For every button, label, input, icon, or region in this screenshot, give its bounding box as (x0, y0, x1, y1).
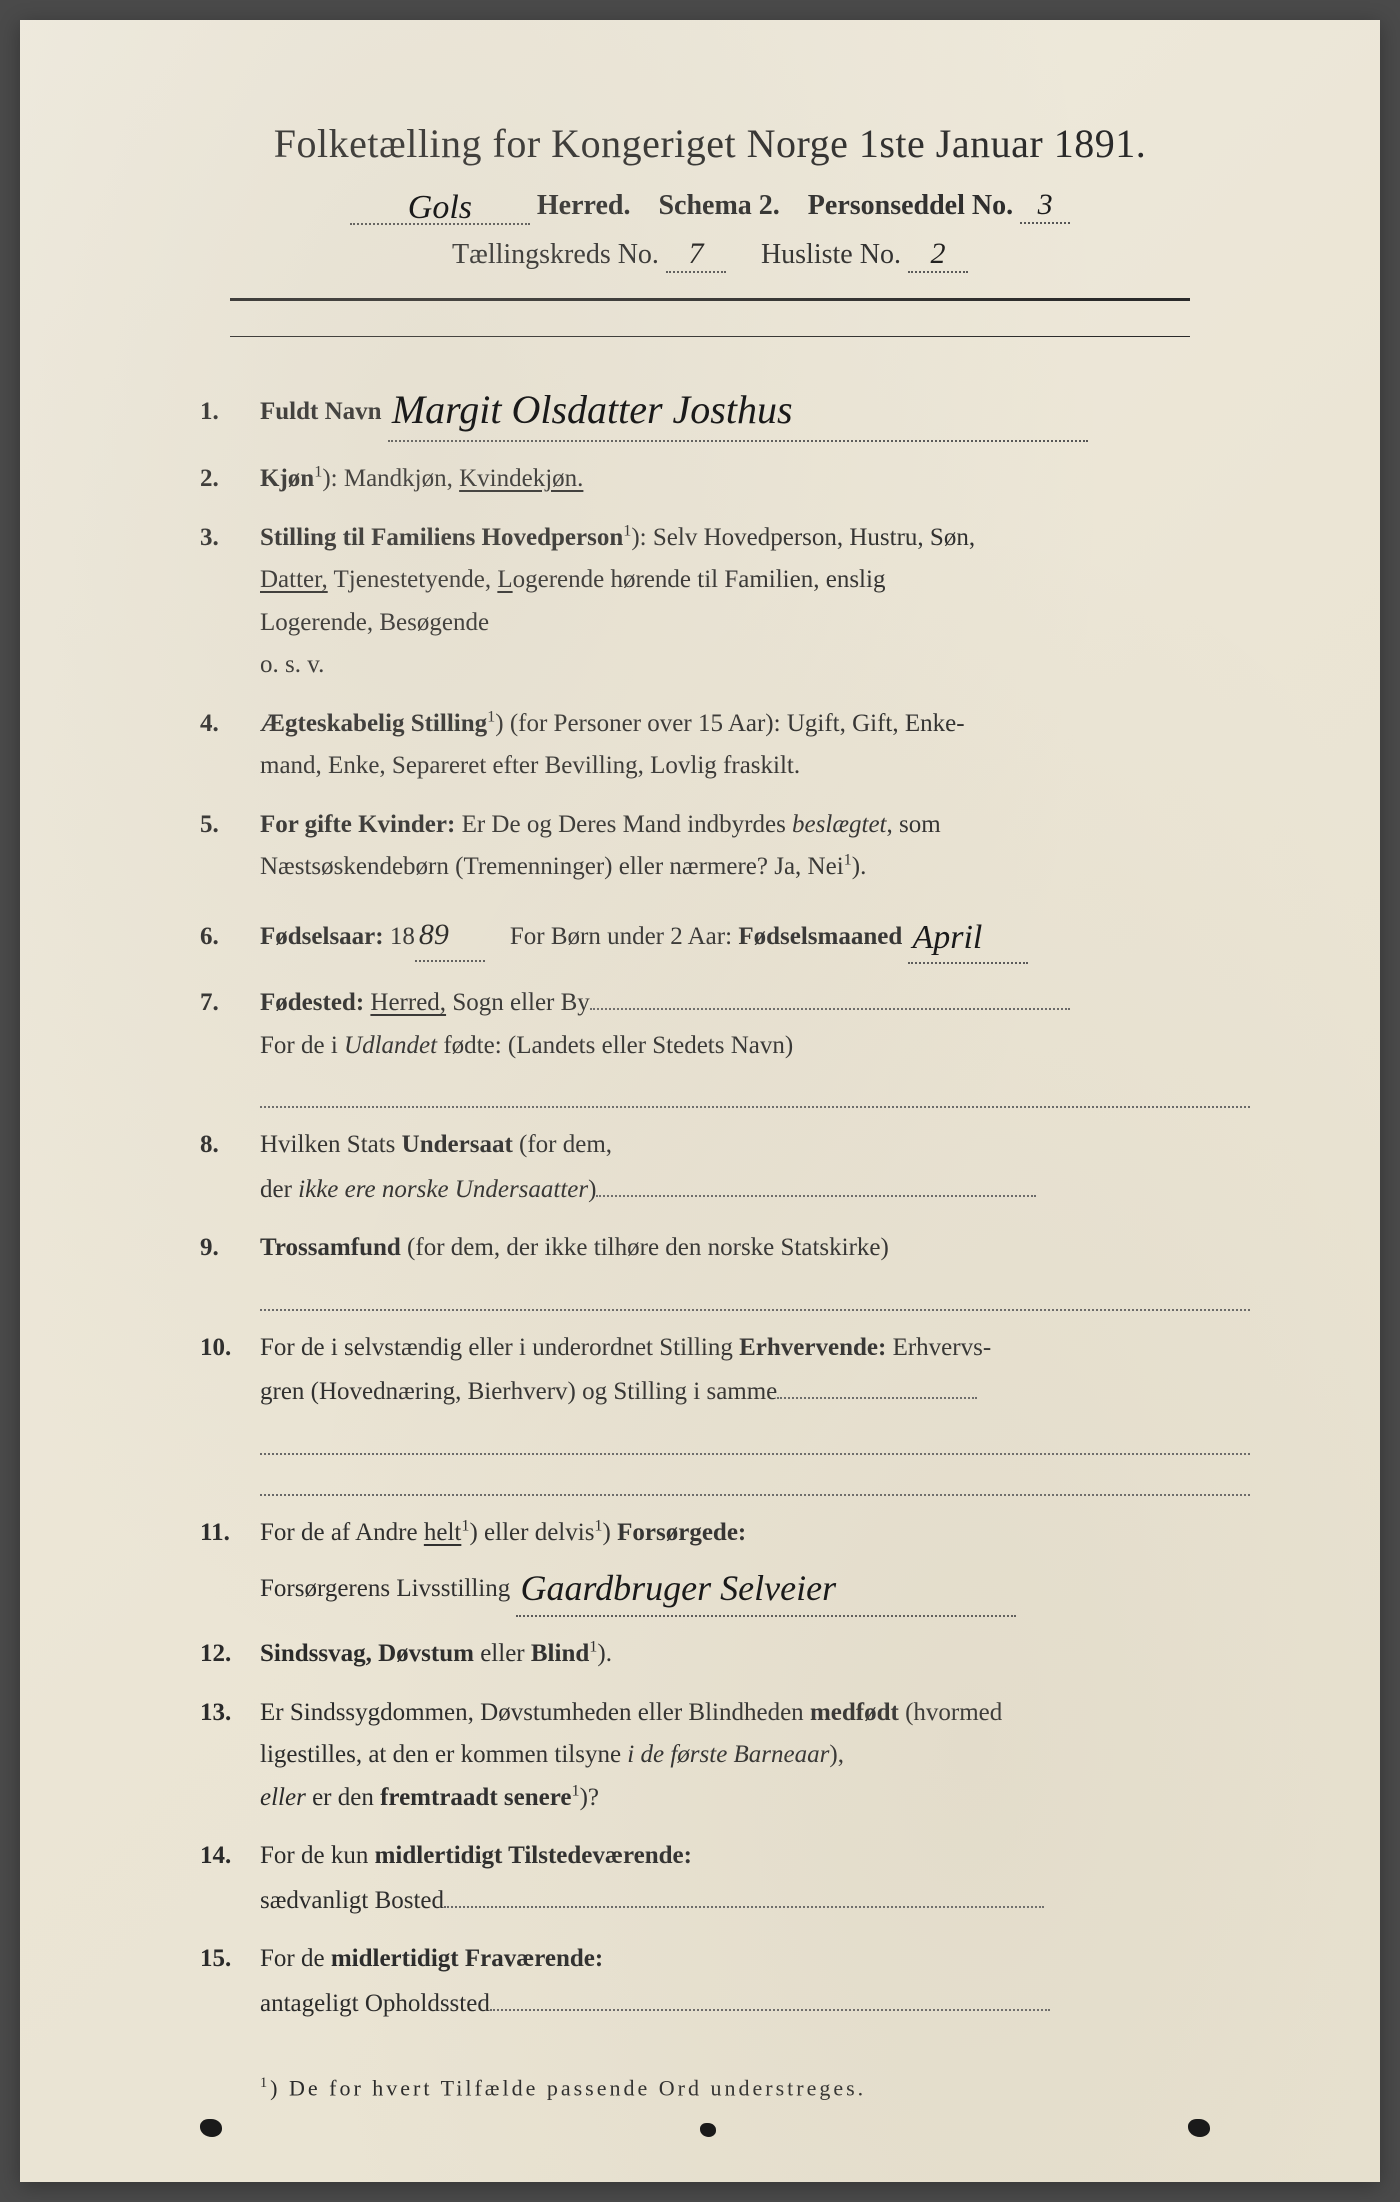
question-6: 6. Fødselsaar: 1889 For Børn under 2 Aar… (200, 905, 1250, 965)
kjon-selected: Kvindekjøn. (459, 465, 583, 492)
question-15: 15. For de midlertidigt Fraværende: anta… (200, 1938, 1250, 2025)
month-value: April (912, 909, 982, 967)
question-7: 7. Fødested: Herred, Sogn eller By For d… (200, 980, 1250, 1108)
husliste-label: Husliste No. (761, 239, 901, 270)
question-13: 13. Er Sindssygdommen, Døvstumheden elle… (200, 1692, 1250, 1820)
question-2: 2. Kjøn1): Mandkjøn, Kvindekjøn. (200, 458, 1250, 501)
question-3: 3. Stilling til Familiens Hovedperson1):… (200, 517, 1250, 687)
year-value: 89 (419, 918, 449, 951)
schema-label: Schema 2. (658, 190, 779, 221)
question-11: 11. For de af Andre helt1) eller delvis1… (200, 1512, 1250, 1618)
personseddel-label: Personseddel No. (808, 190, 1013, 221)
fodested-selected: Herred, (370, 989, 446, 1016)
question-9: 9. Trossamfund (for dem, der ikke tilhør… (200, 1227, 1250, 1311)
question-1: 1. Fuldt Navn Margit Olsdatter Josthus (200, 372, 1250, 442)
question-5: 5. For gifte Kvinder: Er De og Deres Man… (200, 804, 1250, 889)
form-body: 1. Fuldt Navn Margit Olsdatter Josthus 2… (170, 372, 1250, 2025)
divider-top-thin (230, 336, 1190, 337)
herred-value: Gols (408, 189, 472, 227)
census-form-page: Folketælling for Kongeriget Norge 1ste J… (20, 20, 1380, 2182)
name-value: Margit Olsdatter Josthus (392, 376, 793, 444)
binding-hole-icon (200, 2119, 222, 2137)
binding-hole-icon (1188, 2119, 1210, 2137)
footnote: 1) De for hvert Tilfælde passende Ord un… (170, 2075, 1250, 2101)
question-10: 10. For de i selvstændig eller i underor… (200, 1327, 1250, 1496)
header-line-2: Tællingskreds No. 7 Husliste No. 2 (170, 237, 1250, 273)
husliste-no: 2 (930, 237, 945, 270)
binding-hole-icon (700, 2123, 716, 2137)
header-line-1: Gols Herred. Schema 2. Personseddel No. … (170, 185, 1250, 225)
kreds-label: Tællingskreds No. (452, 239, 659, 270)
stilling-selected: Datter, (260, 566, 328, 593)
question-12: 12. Sindssvag, Døvstum eller Blind1). (200, 1633, 1250, 1676)
kreds-no: 7 (688, 237, 703, 270)
herred-label: Herred. (537, 190, 631, 221)
page-title: Folketælling for Kongeriget Norge 1ste J… (170, 120, 1250, 167)
question-4: 4. Ægteskabelig Stilling1) (for Personer… (200, 703, 1250, 788)
divider-top (230, 298, 1190, 301)
personseddel-no: 3 (1038, 188, 1053, 221)
livsstilling-value: Gaardbruger Selveier (520, 1558, 836, 1619)
question-8: 8. Hvilken Stats Undersaat (for dem, der… (200, 1124, 1250, 1211)
question-14: 14. For de kun midlertidigt Tilstedevære… (200, 1835, 1250, 1922)
